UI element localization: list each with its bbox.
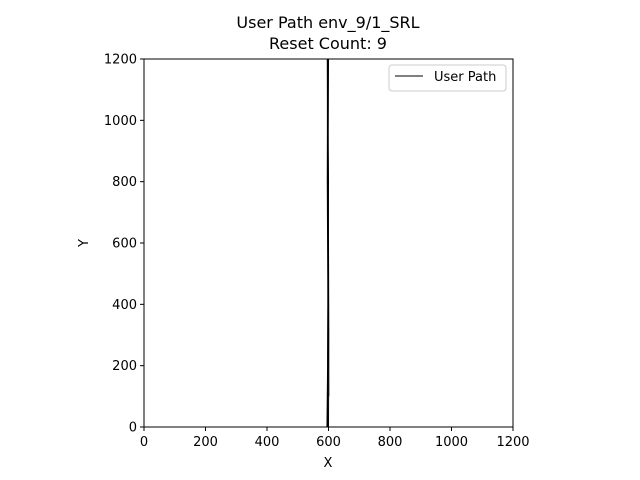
y-axis: 0 200 400 600 800 1000 1200 — [104, 53, 144, 436]
legend-label-user-path: User Path — [434, 70, 496, 85]
x-axis-label: X — [324, 456, 333, 471]
x-tick-label: 400 — [255, 435, 280, 450]
x-tick-label: 1000 — [435, 435, 468, 450]
legend-box — [388, 64, 507, 92]
legend: User Path — [388, 64, 507, 92]
series-line-user-path-1 — [327, 58, 330, 428]
chart-title-line2: Reset Count: 9 — [269, 34, 387, 53]
y-tick-label: 600 — [112, 237, 137, 252]
x-tick-label: 200 — [193, 435, 218, 450]
y-tick-label: 1200 — [104, 53, 137, 68]
y-tick-label: 800 — [112, 175, 137, 190]
y-tick-label: 400 — [112, 298, 137, 313]
x-tick-label: 800 — [378, 435, 403, 450]
x-tick-label: 1200 — [496, 435, 529, 450]
chart-title-line1: User Path env_9/1_SRL — [236, 13, 419, 33]
y-tick-label: 1000 — [104, 114, 137, 129]
x-tick-label: 600 — [316, 435, 341, 450]
series-line-user-path-2 — [326, 58, 329, 428]
y-tick-label: 200 — [112, 359, 137, 374]
plot-area — [326, 58, 330, 428]
x-axis: 0 200 400 600 800 1000 1200 — [140, 427, 530, 450]
x-tick-label: 0 — [140, 435, 148, 450]
y-axis-label: Y — [77, 239, 92, 248]
y-tick-label: 0 — [129, 421, 137, 436]
